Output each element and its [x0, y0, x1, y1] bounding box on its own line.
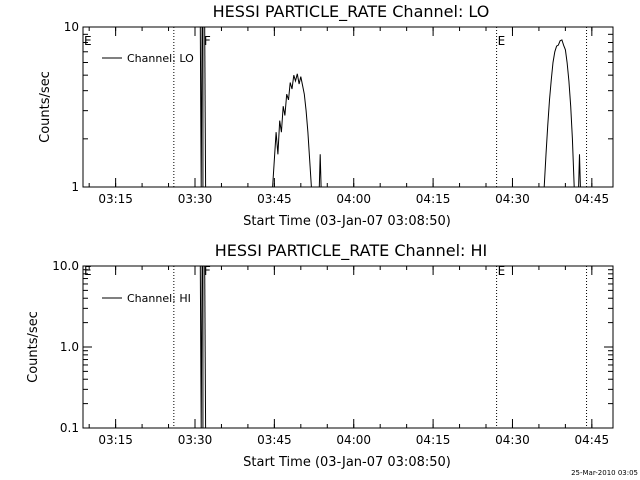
lo-legend-label: Channel: LO — [127, 52, 194, 65]
hi-chart-title: HESSI PARTICLE_RATE Channel: HI — [215, 241, 488, 261]
hi-event-marker-label: E — [84, 264, 92, 278]
lo-event-marker-label: E — [498, 34, 506, 48]
hi-axis-ticks: 03:15 03:30 03:45 04:00 04:15 04:30 04:45 0.1 1.… — [52, 259, 613, 447]
lo-series-line — [318, 154, 322, 188]
hi-event-marker-label: F — [204, 264, 211, 278]
hi-y-axis-label: Counts/sec — [26, 311, 41, 383]
hi-x-tick-label: 03:15 — [98, 433, 133, 447]
lo-event-marker-label: F — [204, 34, 211, 48]
hi-y-tick-label: 1.0 — [60, 340, 79, 354]
lo-x-tick-label: 04:45 — [575, 192, 610, 206]
hi-x-tick-label: 04:15 — [416, 433, 451, 447]
lo-x-tick-label: 03:45 — [257, 192, 292, 206]
hi-channel-panel: HESSI PARTICLE_RATE Channel: HI 03:15 03:… — [26, 241, 614, 470]
lo-series-line — [199, 26, 203, 188]
lo-channel-panel: HESSI PARTICLE_RATE Channel: LO 03:15 03:… — [38, 2, 614, 229]
lo-y-tick-label: 10 — [64, 20, 79, 34]
hi-x-tick-label: 04:45 — [575, 433, 610, 447]
lo-x-tick-label: 04:15 — [416, 192, 451, 206]
hi-series-line — [199, 265, 203, 429]
lo-chart-title: HESSI PARTICLE_RATE Channel: LO — [213, 2, 490, 22]
lo-y-tick-label: 1 — [71, 180, 79, 194]
hi-event-marker-label: E — [498, 264, 506, 278]
lo-series-line — [578, 154, 581, 188]
lo-series — [199, 26, 581, 188]
hi-x-tick-label: 04:00 — [336, 433, 371, 447]
lo-x-tick-label: 04:30 — [495, 192, 530, 206]
hi-x-tick-label: 03:45 — [257, 433, 292, 447]
lo-x-tick-label: 04:00 — [336, 192, 371, 206]
lo-plot-frame — [82, 26, 614, 188]
lo-series-line — [543, 39, 575, 188]
lo-series-line — [204, 26, 207, 188]
hi-x-tick-label: 03:30 — [178, 433, 213, 447]
hi-series — [199, 265, 207, 429]
hi-series-line — [204, 265, 207, 429]
lo-x-tick-label: 03:15 — [98, 192, 133, 206]
hi-x-axis-label: Start Time (03-Jan-07 03:08:50) — [243, 455, 451, 470]
generation-timestamp: 25-Mar-2010 03:05 — [571, 469, 638, 477]
hi-plot-frame — [82, 265, 614, 429]
lo-event-marker-label: E — [84, 34, 92, 48]
lo-x-axis-label: Start Time (03-Jan-07 03:08:50) — [243, 214, 451, 229]
lo-x-tick-label: 03:30 — [178, 192, 213, 206]
hi-x-tick-label: 04:30 — [495, 433, 530, 447]
lo-y-axis-label: Counts/sec — [38, 71, 53, 143]
lo-series-line — [272, 73, 312, 188]
lo-axis-ticks: 03:15 03:30 03:45 04:00 04:15 04:30 04:45 1 10 — [64, 20, 613, 206]
hi-y-tick-label: 0.1 — [60, 421, 79, 435]
hi-legend-label: Channel: HI — [127, 292, 191, 305]
hi-y-tick-label: 10.0 — [52, 259, 79, 273]
